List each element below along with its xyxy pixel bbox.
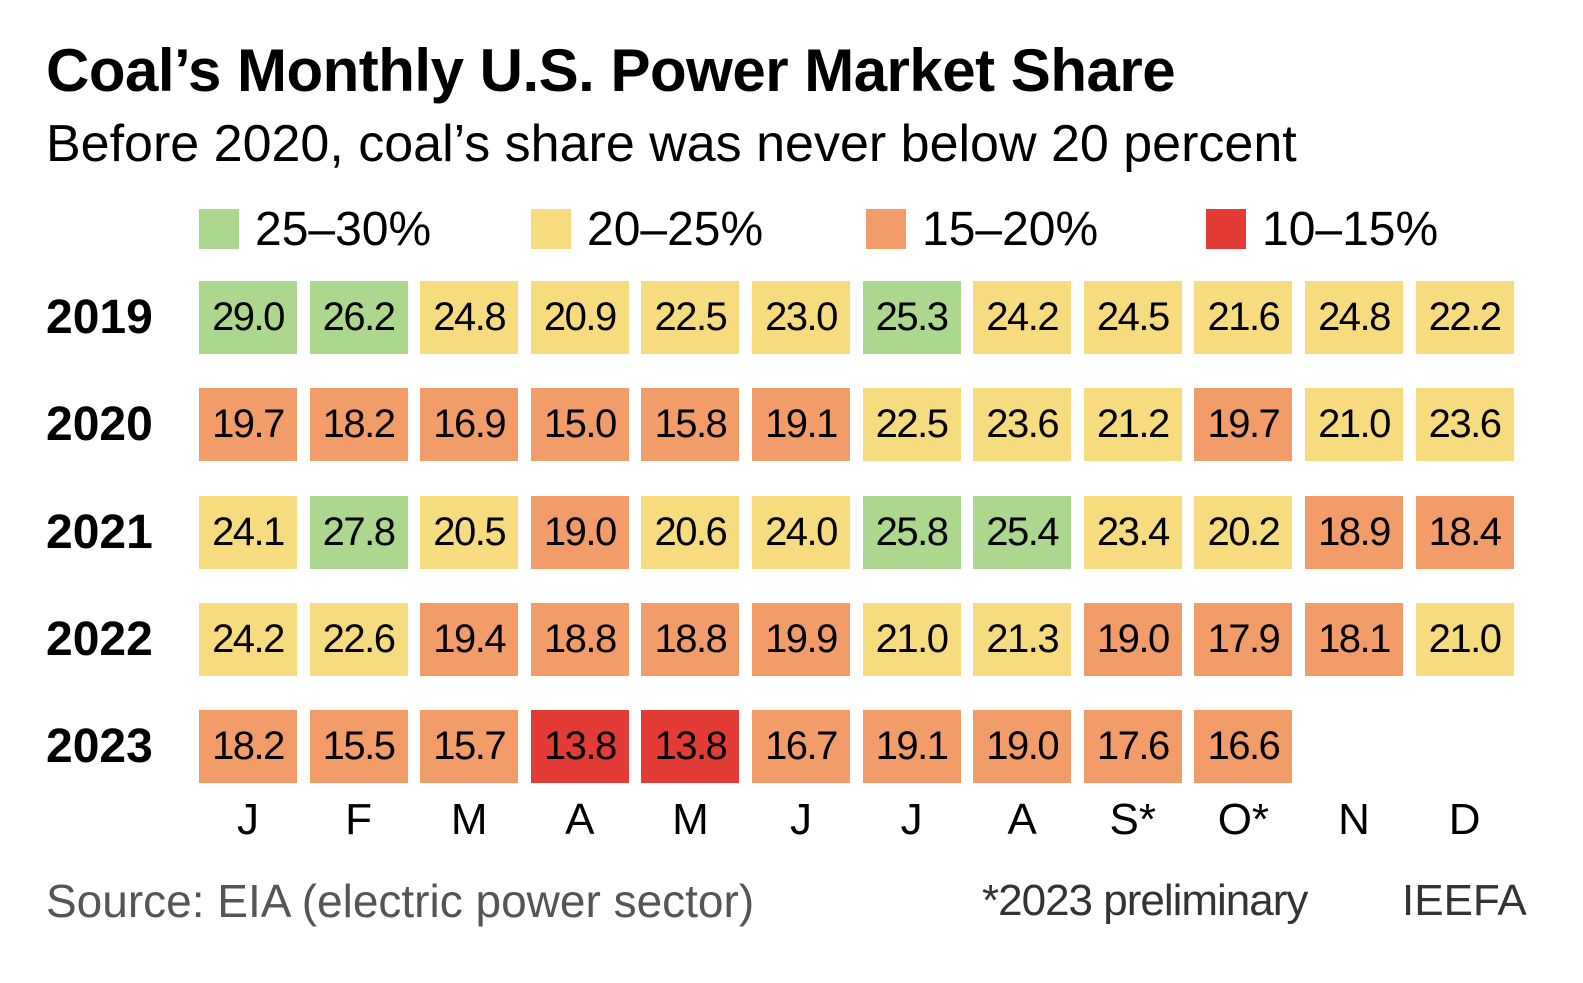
heatmap-cell: 24.0 xyxy=(752,495,850,569)
legend-item: 15–20% xyxy=(866,203,1098,256)
heatmap-cell: 25.3 xyxy=(862,281,961,354)
heatmap-cell: 24.5 xyxy=(1083,281,1182,354)
month-label: S* xyxy=(1109,795,1157,844)
legend-label: 25–30% xyxy=(255,202,432,256)
month-label: J xyxy=(900,795,923,844)
month-label: M xyxy=(672,795,709,844)
legend-swatch xyxy=(199,209,239,249)
heatmap-cell: 20.9 xyxy=(530,281,629,354)
heatmap-cell: 21.2 xyxy=(1083,388,1182,462)
heatmap-cell: 18.1 xyxy=(1305,602,1403,676)
heatmap-cell: 16.7 xyxy=(752,710,850,784)
legend-swatch xyxy=(1206,209,1246,249)
heatmap-cell: 13.8 xyxy=(641,710,740,784)
heatmap-cell: 18.4 xyxy=(1415,495,1514,569)
month-label: J xyxy=(790,795,812,844)
legend-swatch xyxy=(866,209,906,249)
month-label: O* xyxy=(1217,795,1270,844)
heatmap-cell: 18.8 xyxy=(641,602,740,676)
chart-title: Coal’s Monthly U.S. Power Market Share xyxy=(46,37,1176,104)
heatmap-cell: 21.6 xyxy=(1194,281,1293,354)
month-label: A xyxy=(1007,795,1037,844)
heatmap-cell: 22.5 xyxy=(641,281,740,354)
heatmap-cell: 18.2 xyxy=(199,710,297,784)
legend-swatch xyxy=(531,209,571,249)
heatmap-cell: 22.2 xyxy=(1415,281,1514,354)
heatmap-cell: 21.3 xyxy=(973,602,1072,676)
heatmap-cell: 24.1 xyxy=(199,495,297,569)
legend-label: 10–15% xyxy=(1262,202,1439,256)
heatmap-cell: 20.2 xyxy=(1194,495,1293,569)
month-label: M xyxy=(450,795,488,844)
legend-item: 25–30% xyxy=(199,203,431,256)
legend-label: 20–25% xyxy=(587,202,764,256)
heatmap-cell: 22.6 xyxy=(309,602,408,676)
heatmap-cell: 21.0 xyxy=(1415,602,1514,676)
heatmap-cell: 26.2 xyxy=(309,281,408,354)
month-label: F xyxy=(345,795,373,844)
month-label: D xyxy=(1448,795,1481,844)
heatmap-cell: 13.8 xyxy=(530,710,629,784)
heatmap-cell: 17.6 xyxy=(1083,710,1182,784)
heatmap-cell: 24.8 xyxy=(1305,281,1403,354)
source-note: Source: EIA (electric power sector) xyxy=(46,875,755,927)
heatmap-cell: 15.0 xyxy=(530,388,629,462)
year-label: 2020 xyxy=(46,398,153,452)
heatmap-cell: 18.9 xyxy=(1305,495,1403,569)
heatmap-cell: 19.7 xyxy=(199,388,297,462)
heatmap-cell: 15.5 xyxy=(309,710,408,784)
heatmap-cell: 25.4 xyxy=(973,495,1072,569)
heatmap-cell: 19.1 xyxy=(752,388,850,462)
heatmap-cell: 15.7 xyxy=(420,710,519,784)
month-label: A xyxy=(565,795,595,844)
heatmap-cell: 23.6 xyxy=(973,388,1072,462)
heatmap-cell: 22.5 xyxy=(862,388,961,462)
legend-item: 20–25% xyxy=(531,203,763,256)
heatmap-cell: 19.1 xyxy=(862,710,961,784)
heatmap-cell: 19.9 xyxy=(752,602,850,676)
heatmap-cell: 21.0 xyxy=(1305,388,1403,462)
heatmap-cell: 19.7 xyxy=(1194,388,1293,462)
heatmap-cell: 23.4 xyxy=(1083,495,1182,569)
legend-item: 10–15% xyxy=(1206,203,1438,256)
heatmap-cell: 25.8 xyxy=(862,495,961,569)
heatmap-cell: 27.8 xyxy=(309,495,408,569)
heatmap-cell: 19.0 xyxy=(973,710,1072,784)
brand-label: IEEFA xyxy=(1402,876,1527,925)
heatmap-cell: 15.8 xyxy=(641,388,740,462)
heatmap-cell: 16.6 xyxy=(1194,710,1293,784)
chart-subtitle: Before 2020, coal’s share was never belo… xyxy=(46,115,1297,173)
month-label: J xyxy=(237,795,259,844)
heatmap-cell: 29.0 xyxy=(199,281,297,354)
heatmap-cell: 24.2 xyxy=(199,602,297,676)
heatmap-cell: 24.2 xyxy=(973,281,1072,354)
year-label: 2022 xyxy=(46,612,153,666)
month-label: N xyxy=(1338,795,1370,844)
heatmap-cell: 24.8 xyxy=(420,281,519,354)
heatmap-cell: 21.0 xyxy=(862,602,961,676)
year-label: 2021 xyxy=(46,505,153,559)
heatmap-cell: 19.4 xyxy=(420,602,519,676)
preliminary-note: *2023 preliminary xyxy=(982,876,1308,925)
heatmap-cell: 19.0 xyxy=(530,495,629,569)
heatmap-cell: 16.9 xyxy=(420,388,519,462)
heatmap-cell: 17.9 xyxy=(1194,602,1293,676)
legend-label: 15–20% xyxy=(922,202,1099,256)
heatmap-cell: 18.2 xyxy=(309,388,408,462)
heatmap-cell: 19.0 xyxy=(1083,602,1182,676)
heatmap-cell: 20.5 xyxy=(420,495,519,569)
heatmap-cell: 23.0 xyxy=(752,281,850,354)
heatmap-cell: 20.6 xyxy=(641,495,740,569)
heatmap-cell: 18.8 xyxy=(530,602,629,676)
year-label: 2019 xyxy=(46,291,153,344)
heatmap-cell: 23.6 xyxy=(1415,388,1514,462)
year-label: 2023 xyxy=(46,720,153,774)
